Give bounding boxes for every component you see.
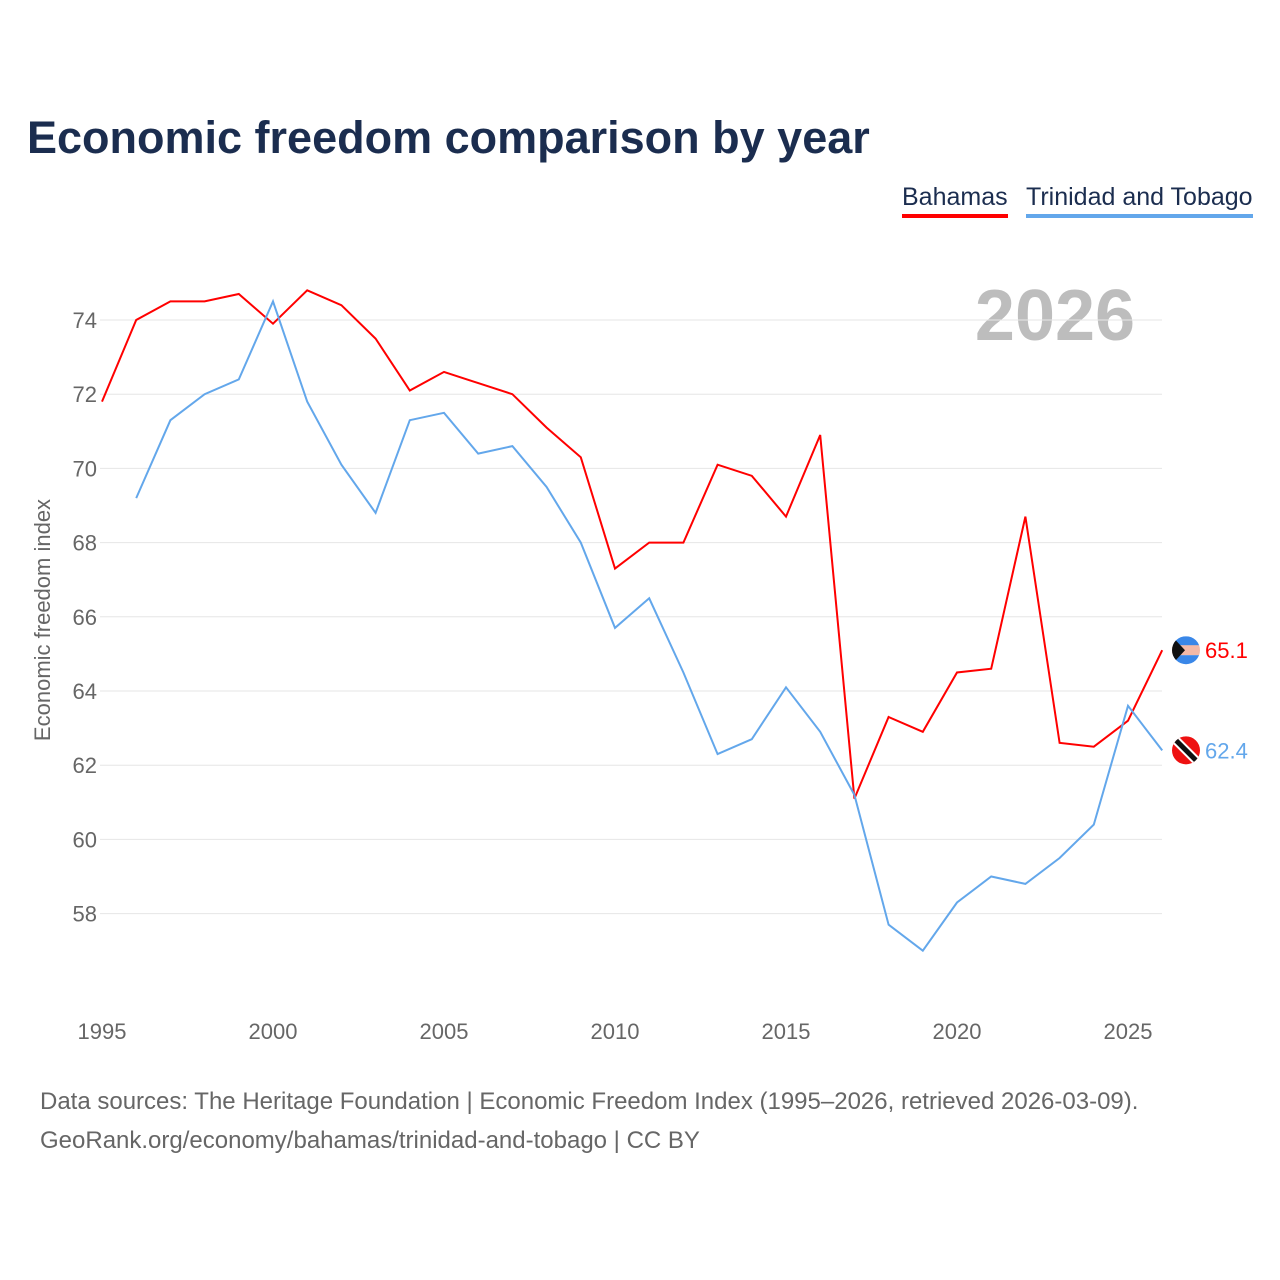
x-tick-label: 2020: [933, 1019, 982, 1044]
series-line-bahamas[interactable]: [101, 289, 1164, 799]
y-tick-label: 72: [73, 382, 97, 407]
legend-bahamas[interactable]: Bahamas: [902, 183, 1008, 218]
y-tick-label: 62: [73, 753, 97, 778]
x-tick-label: 2010: [591, 1019, 640, 1044]
end-value-label: 62.4: [1205, 738, 1248, 763]
y-tick-label: 70: [73, 456, 97, 481]
y-tick-label: 68: [73, 531, 97, 556]
x-tick-label: 2000: [249, 1019, 298, 1044]
bahamas-flag-icon: [1172, 636, 1200, 665]
y-axis-label: Economic freedom index: [30, 499, 55, 741]
x-tick-label: 2025: [1104, 1019, 1153, 1044]
y-tick-label: 60: [73, 827, 97, 852]
legend-trinidad-and-tobago[interactable]: Trinidad and Tobago: [1026, 183, 1253, 218]
series-line-trinidad-and-tobago[interactable]: [135, 298, 1163, 953]
y-tick-label: 64: [73, 679, 97, 704]
y-tick-label: 66: [73, 605, 97, 630]
end-value-label: 65.1: [1205, 638, 1248, 663]
trinidad-flag-icon: [1172, 736, 1200, 765]
chart-title: Economic freedom comparison by year: [27, 112, 870, 163]
y-tick-label: 74: [73, 308, 97, 333]
y-tick-label: 58: [73, 902, 97, 927]
x-tick-label: 2005: [420, 1019, 469, 1044]
footer-sources: Data sources: The Heritage Foundation | …: [40, 1088, 1139, 1115]
x-tick-label: 2015: [762, 1019, 811, 1044]
footer-link[interactable]: GeoRank.org/economy/bahamas/trinidad-and…: [40, 1127, 700, 1154]
x-tick-label: 1995: [78, 1019, 127, 1044]
year-watermark: 2026: [975, 276, 1135, 356]
